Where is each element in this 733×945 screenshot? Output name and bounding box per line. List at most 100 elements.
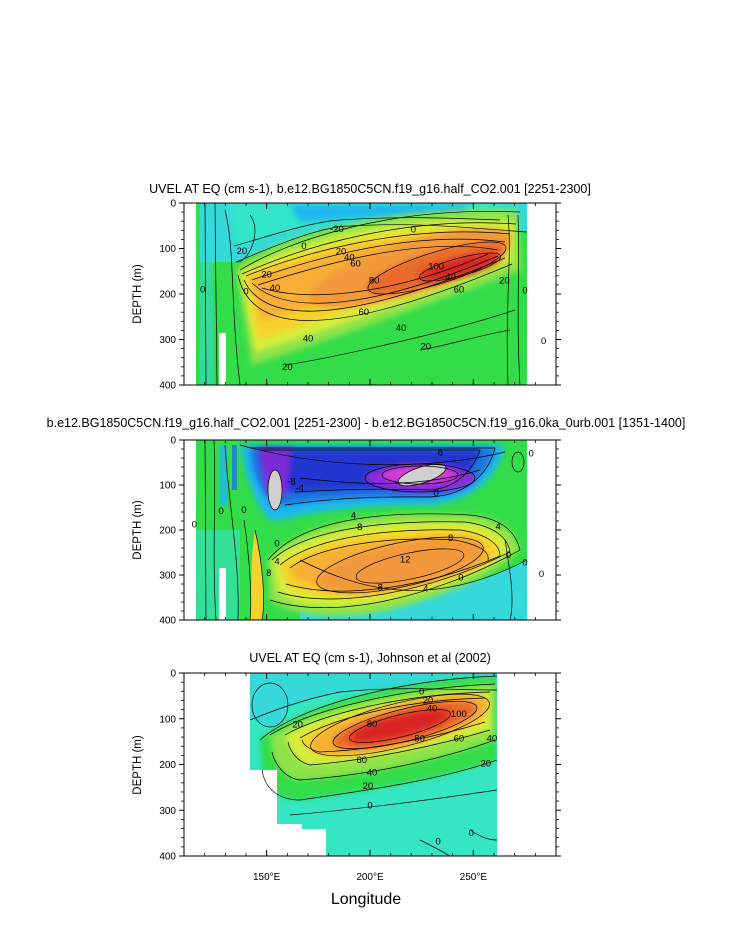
panel-3: UVEL AT EQ (cm s-1), Johnson et al (2002… [132, 651, 561, 883]
panel-2-ylabel: DEPTH (m) [132, 500, 144, 560]
panel-2: b.e12.BG1850C5CN.f19_g16.half_CO2.001 [2… [47, 416, 686, 627]
y-tick-label: 200 [159, 526, 176, 537]
contour-label: 0 [506, 550, 511, 561]
contour-label: 40 [367, 767, 378, 778]
contour-label: 20 [421, 341, 432, 352]
contour-label: 0 [411, 224, 416, 235]
contour-label: 20 [261, 269, 272, 280]
panel-3-xticks: 150°E 200°E 250°E [253, 872, 487, 883]
contour-label: 0 [419, 686, 424, 697]
contour-label: 20 [282, 362, 293, 373]
contour-label: 40 [445, 272, 456, 283]
contour-label: 0 [529, 449, 534, 460]
contour-label: 40 [303, 334, 314, 345]
contour-label: 12 [400, 554, 411, 565]
panel-2-title: b.e12.BG1850C5CN.f19_g16.half_CO2.001 [2… [47, 416, 686, 430]
contour-label: 60 [350, 259, 361, 270]
contour-label: 80 [367, 719, 378, 730]
contour-label: 0 [301, 241, 306, 252]
contour-label: 4 [423, 584, 428, 595]
panel-2-field [184, 440, 556, 620]
y-tick-label: 200 [159, 760, 176, 771]
y-tick-label: 300 [159, 335, 176, 346]
contour-label: 8 [378, 583, 383, 594]
contour-label: -8 [287, 476, 295, 487]
y-tick-label: 100 [159, 481, 176, 492]
y-tick-label: 400 [159, 852, 176, 863]
panel-1-field [184, 203, 556, 385]
contour-label: 0 [274, 539, 279, 550]
contour-label: 0 [541, 336, 546, 347]
contour-label: 0 [539, 569, 544, 580]
contour-label: 60 [454, 733, 465, 744]
contour-label: 40 [396, 323, 407, 334]
contour-label: 8 [448, 533, 453, 544]
contour-label: 0 [522, 557, 527, 568]
contour-label: 0 [469, 828, 474, 839]
contour-label: 0 [436, 836, 441, 847]
y-tick-label: 100 [159, 714, 176, 725]
panel-1-title: UVEL AT EQ (cm s-1), b.e12.BG1850C5CN.f1… [149, 182, 591, 196]
contour-label: 40 [270, 283, 281, 294]
y-tick-label: 0 [170, 669, 176, 680]
contour-label: 0 [522, 285, 527, 296]
x-axis-label: Longitude [331, 891, 401, 908]
y-tick-label: 0 [170, 199, 176, 210]
y-tick-label: 200 [159, 290, 176, 301]
contour-label: 60 [356, 755, 367, 766]
contour-label: 8 [357, 522, 362, 533]
contour-label: -4 [296, 483, 304, 494]
x-tick-label: 250°E [460, 872, 488, 883]
contour-label: 0 [243, 287, 248, 298]
contour-label: 60 [454, 284, 465, 295]
contour-label: 60 [359, 307, 370, 318]
x-tick-label: 150°E [253, 872, 281, 883]
y-tick-label: 0 [170, 436, 176, 447]
contour-label: 100 [451, 709, 467, 720]
y-tick-label: 300 [159, 571, 176, 582]
panel-3-title: UVEL AT EQ (cm s-1), Johnson et al (2002… [249, 651, 491, 665]
contour-label: 4 [274, 557, 279, 568]
contour-label: 20 [336, 247, 347, 258]
contour-label: 4 [495, 521, 500, 532]
contour-label: 20 [423, 695, 434, 706]
y-tick-label: 400 [159, 381, 176, 392]
contour-label: -20 [330, 224, 344, 235]
contour-label: 100 [428, 262, 444, 273]
contour-label: 20 [480, 759, 491, 770]
contour-label: 0 [458, 572, 463, 583]
y-tick-label: 100 [159, 244, 176, 255]
contour-label: 20 [363, 781, 374, 792]
contour-label: 0 [241, 505, 246, 516]
contour-label: 0 [367, 801, 372, 812]
contour-label: 0 [433, 488, 438, 499]
panel-1: UVEL AT EQ (cm s-1), b.e12.BG1850C5CN.f1… [132, 182, 591, 392]
panel-3-field [184, 673, 556, 856]
contour-label: 80 [369, 275, 380, 286]
contour-label: 40 [427, 704, 438, 715]
y-tick-label: 300 [159, 806, 176, 817]
contour-label: 4 [351, 511, 356, 522]
contour-label: 40 [487, 733, 498, 744]
contour-label: 0 [192, 520, 197, 531]
contour-label: 20 [237, 246, 248, 257]
y-tick-label: 400 [159, 616, 176, 627]
contour-label: 8 [438, 448, 443, 459]
x-tick-label: 200°E [356, 872, 384, 883]
contour-label: 0 [219, 506, 224, 517]
panel-3-ylabel: DEPTH (m) [132, 735, 144, 795]
contour-label: 40 [344, 253, 355, 264]
contour-label: 0 [200, 284, 205, 295]
panel-1-ylabel: DEPTH (m) [132, 264, 144, 324]
contour-label: 20 [499, 275, 510, 286]
contour-label: 8 [266, 568, 271, 579]
contour-label: 80 [414, 733, 425, 744]
contour-label: 20 [292, 720, 303, 731]
